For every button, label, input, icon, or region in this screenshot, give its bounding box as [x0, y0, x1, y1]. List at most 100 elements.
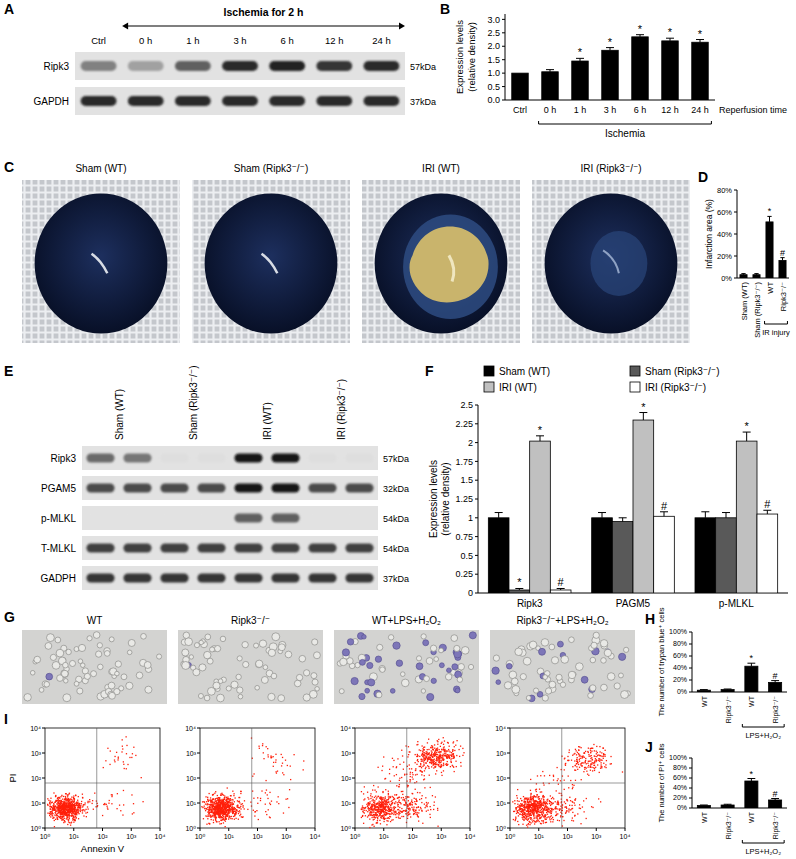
flow-event [232, 803, 233, 804]
flow-event [236, 809, 237, 810]
flow-event [67, 811, 68, 812]
flow-event [225, 800, 226, 801]
flow-event [47, 798, 48, 799]
flow-event [77, 800, 78, 801]
cell [96, 651, 102, 657]
flow-event [227, 807, 228, 808]
flow-event [223, 806, 224, 807]
molecular-weight: 57kDa [410, 62, 436, 72]
cell [455, 688, 460, 693]
flow-event [228, 818, 229, 819]
cell [388, 635, 393, 640]
flow-event [57, 818, 58, 819]
flow-event [273, 756, 274, 757]
flow-event [72, 818, 73, 819]
cell [144, 662, 151, 669]
flow-event [207, 799, 208, 800]
flow-event [111, 796, 112, 797]
flow-event [242, 807, 243, 808]
cell [457, 677, 462, 682]
flow-event [256, 810, 257, 811]
flow-event [224, 820, 225, 821]
cell [576, 663, 584, 671]
flow-event [125, 736, 126, 737]
cell [312, 639, 318, 645]
flow-event [119, 805, 120, 806]
cell [313, 652, 320, 659]
flow-event [212, 798, 213, 799]
flow-event [223, 816, 224, 817]
blot-row-label: PGAM5 [41, 483, 76, 494]
cell [523, 657, 531, 665]
flow-event [215, 800, 216, 801]
flow-event [252, 790, 253, 791]
flow-event [208, 814, 209, 815]
flow-event [255, 811, 256, 812]
flow-plot: 10⁰10¹10²10³10⁴10⁰10¹10²10³10⁴ [185, 725, 320, 841]
cell [311, 673, 317, 679]
flow-event [85, 812, 86, 813]
cell [189, 655, 193, 659]
flow-event [215, 817, 216, 818]
flow-event [65, 807, 66, 808]
flow-event [227, 801, 228, 802]
flow-event [208, 816, 209, 817]
flow-event [132, 753, 133, 754]
cell [556, 674, 562, 680]
cell [493, 655, 499, 661]
flow-event [75, 794, 76, 795]
cell [351, 677, 358, 684]
flow-event [262, 743, 263, 744]
cell [427, 693, 434, 700]
flow-event [120, 810, 121, 811]
flow-event [281, 765, 282, 766]
flow-event [226, 804, 227, 805]
flow-event [103, 767, 104, 768]
blot-band [234, 544, 262, 553]
cell [45, 643, 52, 650]
flow-event [74, 810, 75, 811]
blot-band [86, 454, 114, 463]
flow-event [84, 802, 85, 803]
cell [439, 663, 444, 668]
blot-band [86, 484, 114, 493]
blot-band [197, 544, 225, 553]
flow-event [135, 755, 136, 756]
molecular-weight: 57kDa [383, 454, 409, 464]
flow-event [53, 817, 54, 818]
cell [601, 658, 607, 664]
cell [339, 689, 344, 694]
flow-event [69, 818, 70, 819]
flow-event [52, 813, 53, 814]
flow-event [117, 793, 118, 794]
flow-event [57, 815, 58, 816]
flow-event [78, 806, 79, 807]
cell [278, 644, 285, 651]
flow-event [64, 808, 65, 809]
cell [454, 645, 460, 651]
flow-event [241, 804, 242, 805]
cell [115, 661, 121, 667]
lane-label: 3 h [233, 35, 246, 46]
blot-row-label: GAPDH [33, 96, 69, 107]
flow-event [230, 818, 231, 819]
flow-event [275, 771, 276, 772]
flow-event [69, 815, 70, 816]
flow-event [83, 815, 84, 816]
y-tick-label: 10⁰ [185, 825, 196, 832]
photo-label: Sham (Ripk3⁻/⁻) [234, 163, 308, 174]
lane-label: IRI (Ripk3⁻/⁻) [336, 379, 347, 440]
flow-event [234, 819, 235, 820]
cell [254, 643, 259, 648]
blot-header: Ischemia for 2 h [224, 6, 304, 18]
blot-band [316, 96, 352, 106]
flow-event [82, 806, 83, 807]
flow-event [131, 794, 132, 795]
flow-event [54, 820, 55, 821]
cell [590, 685, 596, 691]
flow-event [53, 803, 54, 804]
cell [509, 671, 517, 679]
flow-event [208, 801, 209, 802]
cell [560, 682, 565, 687]
cell [56, 649, 64, 657]
